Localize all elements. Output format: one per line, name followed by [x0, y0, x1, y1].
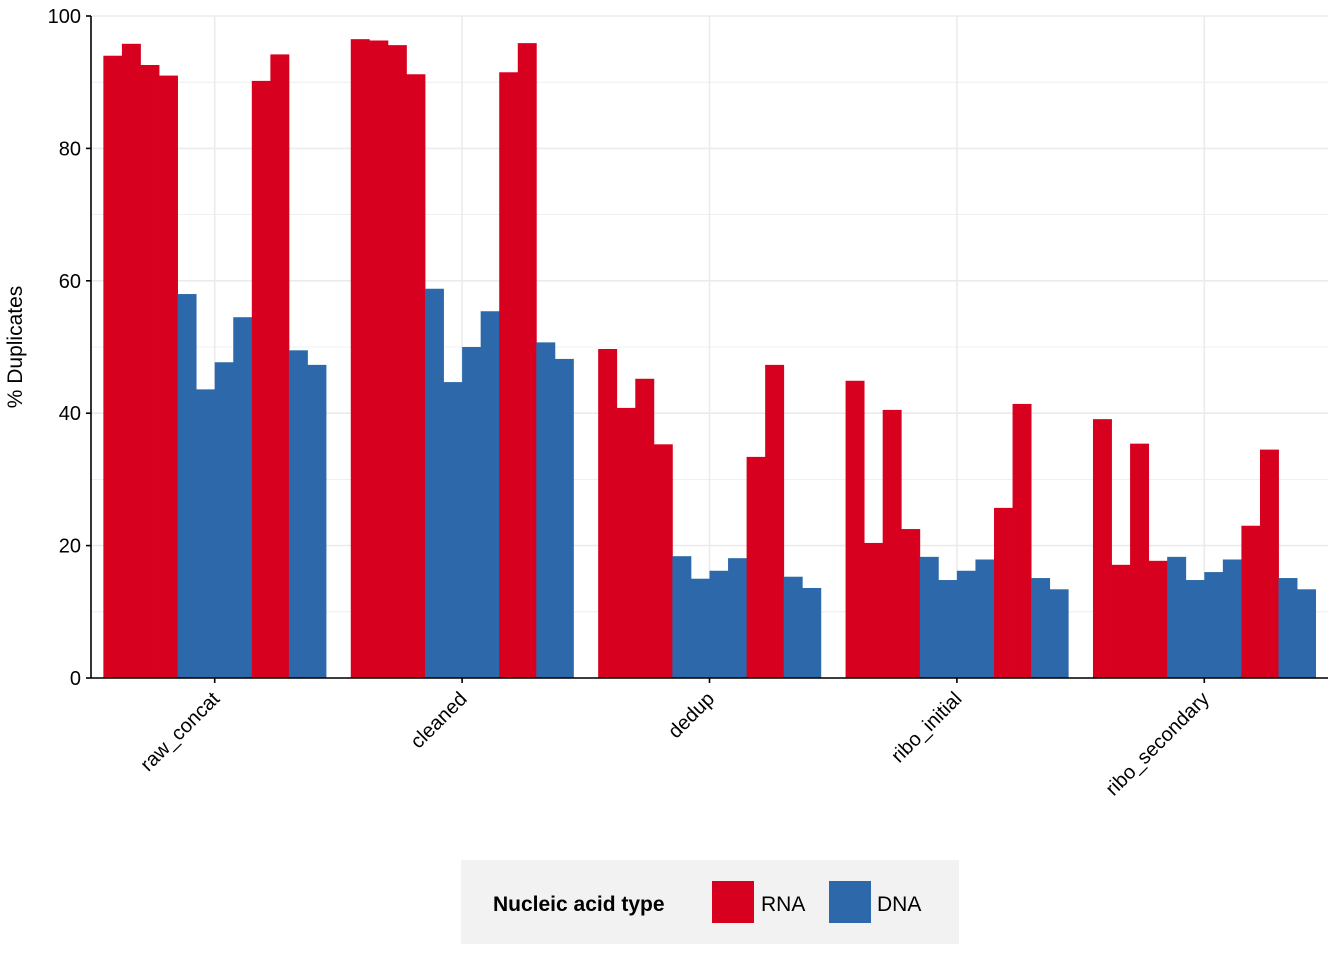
bar-dna [938, 580, 958, 678]
legend-label-dna: DNA [877, 893, 921, 916]
bar-dna [196, 389, 216, 678]
y-axis-ticks: 0 20 40 60 80 100 [48, 6, 91, 690]
bar-dna [1297, 589, 1317, 678]
bar-rna [1111, 564, 1131, 678]
legend-title: Nucleic acid type [493, 893, 665, 916]
bar-dna [1049, 589, 1069, 678]
bar-dna [1222, 559, 1242, 678]
y-axis-title: % Duplicates [4, 286, 27, 409]
bar-rna [369, 40, 389, 679]
legend: Nucleic acid type RNA DNA [461, 860, 959, 944]
bar-dna [233, 317, 253, 678]
bar-dna [177, 294, 197, 678]
bar-dna [307, 364, 327, 678]
bar-dna [1185, 580, 1205, 678]
bar-dna [919, 556, 939, 678]
bar-rna [901, 529, 921, 678]
x-tick-label: ribo_initial [887, 688, 966, 767]
bar-rna [1130, 443, 1150, 678]
bar-dna [462, 347, 482, 678]
bar-rna [159, 75, 178, 678]
x-tick-label: raw_concat [136, 688, 224, 776]
bar-dna [480, 311, 500, 678]
bar-dna [672, 556, 692, 678]
bar-rna [635, 378, 655, 678]
bar-dna [536, 342, 556, 678]
bar-dna [288, 350, 308, 678]
bar-dna [690, 578, 710, 678]
bar-dna [1167, 556, 1187, 678]
y-tick-label: 40 [59, 403, 81, 425]
bar-rna [1148, 560, 1168, 678]
bar-dna [554, 358, 574, 678]
bar-dna [728, 558, 747, 678]
bars [103, 39, 1317, 679]
bar-rna [1012, 403, 1032, 678]
y-tick-label: 60 [59, 271, 81, 293]
bar-dna [1031, 578, 1051, 678]
bar-dna [443, 382, 463, 678]
bar-rna [1092, 419, 1112, 678]
y-tick-label: 80 [59, 138, 81, 160]
bar-dna [783, 576, 803, 678]
bar-rna [350, 39, 370, 679]
bar-rna [882, 409, 902, 678]
x-tick-label: dedup [664, 688, 719, 743]
bar-rna [616, 407, 636, 678]
bar-rna [406, 74, 426, 678]
bar-dna [975, 559, 995, 678]
x-axis-ticks: raw_concat cleaned dedup ribo_initial ribo_s… [136, 678, 1214, 800]
bar-rna [251, 80, 271, 678]
bar-dna [956, 570, 976, 678]
bar-dna [424, 288, 444, 678]
legend-label-rna: RNA [761, 893, 805, 916]
bar-rna [864, 542, 884, 678]
bar-rna [1259, 449, 1279, 678]
bar-dna [709, 570, 729, 678]
bar-rna [517, 43, 537, 678]
bar-dna [1204, 572, 1224, 678]
legend-key-dna [829, 881, 871, 923]
bar-rna [765, 364, 785, 678]
bar-rna [598, 348, 618, 678]
bar-rna [746, 456, 766, 678]
bar-rna [1241, 525, 1261, 678]
legend-key-rna [712, 881, 754, 923]
bar-rna [121, 43, 141, 679]
bar-dna [214, 362, 234, 678]
bar-rna [653, 444, 673, 678]
y-tick-label: 0 [70, 668, 81, 690]
y-tick-label: 20 [59, 536, 81, 558]
bar-rna [140, 64, 160, 679]
legend-background [461, 860, 959, 944]
bar-rna [103, 55, 123, 679]
bar-rna [845, 380, 865, 678]
bar-rna [499, 72, 519, 678]
bar-dna [1278, 578, 1298, 678]
bar-rna [270, 54, 290, 678]
x-tick-label: ribo_secondary [1102, 688, 1214, 800]
x-tick-label: cleaned [407, 688, 472, 753]
bar-rna [387, 45, 407, 678]
bar-dna [802, 587, 822, 678]
bar-rna [994, 507, 1013, 678]
y-tick-label: 100 [48, 6, 81, 28]
